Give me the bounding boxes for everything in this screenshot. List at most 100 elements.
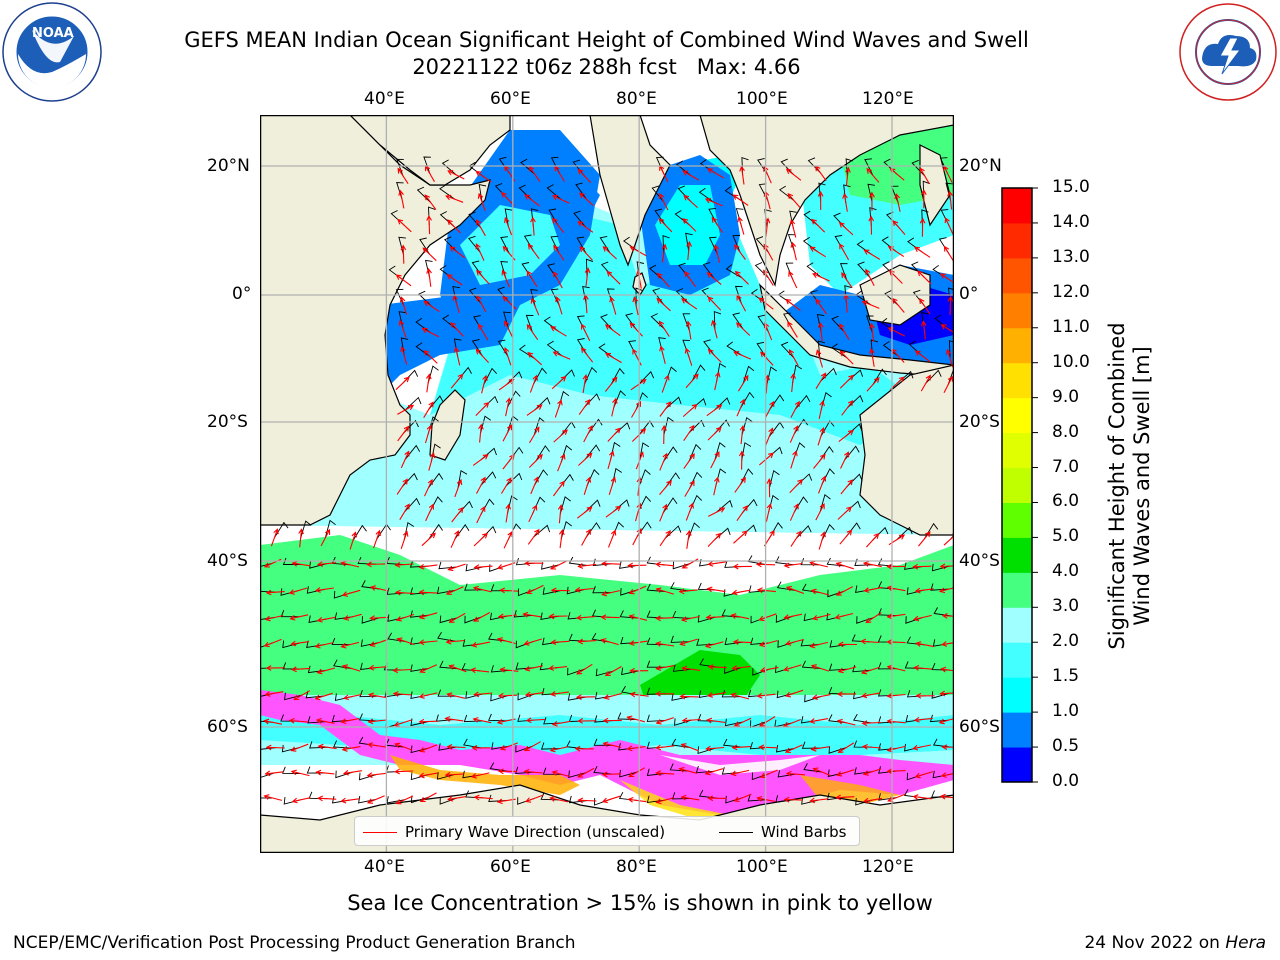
wave-arrow <box>368 664 388 671</box>
wave-arrow <box>471 745 491 751</box>
wave-arrow <box>810 588 830 596</box>
lon-label-top-100e: 100°E <box>736 89 788 109</box>
wind-barb <box>584 393 601 408</box>
wave-arrow <box>732 639 752 645</box>
wave-arrow <box>526 270 538 287</box>
wave-arrow <box>817 427 826 446</box>
wave-arrow <box>733 530 748 544</box>
wave-arrow <box>686 240 693 261</box>
wave-arrow <box>523 638 542 646</box>
wave-arrow <box>655 690 675 697</box>
wind-barb <box>827 589 845 598</box>
wave-arrow <box>395 274 412 287</box>
wave-arrow <box>841 272 853 289</box>
map-gridlines <box>260 115 954 853</box>
wind-barb <box>734 285 743 304</box>
wave-arrow <box>602 717 622 724</box>
colorbar-tick-label: 9.0 <box>1052 386 1080 407</box>
wave-arrow <box>290 666 311 673</box>
wind-barb <box>934 314 950 330</box>
wave-arrow <box>913 246 931 258</box>
wave-arrow <box>815 298 828 315</box>
colorbar-segment <box>1002 327 1032 364</box>
wave-arrow <box>655 717 674 725</box>
wind-barb <box>757 158 769 176</box>
wave-arrow <box>552 217 565 234</box>
wind-barb <box>260 584 276 593</box>
wave-arrow <box>315 769 335 776</box>
wave-arrow <box>526 584 544 595</box>
wind-barb <box>741 442 752 461</box>
wave-arrow <box>421 327 439 338</box>
wave-arrow <box>453 346 461 366</box>
wave-arrow <box>731 589 751 596</box>
wind-barb <box>260 742 276 750</box>
wave-arrow <box>707 426 722 441</box>
colorbar-segment <box>1002 677 1032 713</box>
wave-arrow <box>655 615 675 622</box>
wave-arrow <box>706 717 726 724</box>
wave-arrow <box>288 717 308 724</box>
wind-barb <box>646 768 666 777</box>
wave-arrow <box>860 638 880 645</box>
wave-arrow <box>499 587 519 594</box>
wave-arrow <box>475 170 492 183</box>
wave-arrow <box>418 692 438 699</box>
wind-barb <box>802 237 819 253</box>
wave-arrow <box>577 767 595 778</box>
wave-arrow <box>602 246 617 260</box>
wave-arrow <box>366 772 386 779</box>
wind-barb <box>698 789 718 799</box>
noaa-logo: NOAA <box>2 2 102 102</box>
wind-barb <box>855 797 874 806</box>
wave-arrow <box>418 772 438 779</box>
wind-barb <box>533 469 549 486</box>
wave-arrow <box>841 399 854 416</box>
wind-barb <box>904 562 923 570</box>
wind-barb <box>518 344 536 360</box>
wind-barb <box>559 496 571 515</box>
wave-arrow <box>419 664 438 673</box>
wave-arrow <box>576 506 593 519</box>
wave-arrow <box>869 191 875 211</box>
wind-barb <box>793 496 809 513</box>
wind-barb <box>358 713 378 722</box>
wave-arrow <box>553 429 568 443</box>
wind-barb <box>697 714 717 722</box>
wave-arrow <box>834 612 854 620</box>
wave-arrow <box>419 792 437 803</box>
wave-arrow <box>291 797 311 804</box>
wave-arrow <box>418 612 438 620</box>
wave-arrow <box>446 274 463 286</box>
wave-arrow <box>790 400 800 418</box>
wave-arrow <box>707 348 722 363</box>
wave-arrow <box>504 217 513 236</box>
wave-arrow <box>817 475 827 494</box>
wave-arrow <box>656 297 671 312</box>
wave-arrow <box>577 718 597 724</box>
wave-arrow <box>938 587 954 594</box>
wave-arrow <box>789 425 799 443</box>
wind-barb <box>309 741 328 749</box>
wave-arrow <box>477 192 486 211</box>
wave-arrow <box>575 694 596 700</box>
colorbar-tick-label: 0.5 <box>1052 736 1080 757</box>
wave-arrow <box>886 692 906 699</box>
wave-arrow <box>789 478 803 494</box>
wave-arrow <box>398 319 407 338</box>
lat-label-left-0: 0° <box>232 284 252 304</box>
wave-arrow <box>476 269 490 285</box>
wave-arrow <box>447 170 465 180</box>
wave-arrow <box>473 564 493 570</box>
wave-arrow <box>659 503 668 522</box>
wind-barb <box>846 394 864 409</box>
wave-arrow <box>422 247 437 262</box>
wind-barb <box>671 792 691 800</box>
wave-arrow <box>394 562 414 568</box>
wave-arrow <box>760 351 774 366</box>
wave-arrow <box>528 453 543 468</box>
wave-arrow <box>861 692 881 699</box>
wind-barb <box>489 612 509 621</box>
wind-barb <box>740 391 755 409</box>
wave-arrow <box>733 793 752 803</box>
